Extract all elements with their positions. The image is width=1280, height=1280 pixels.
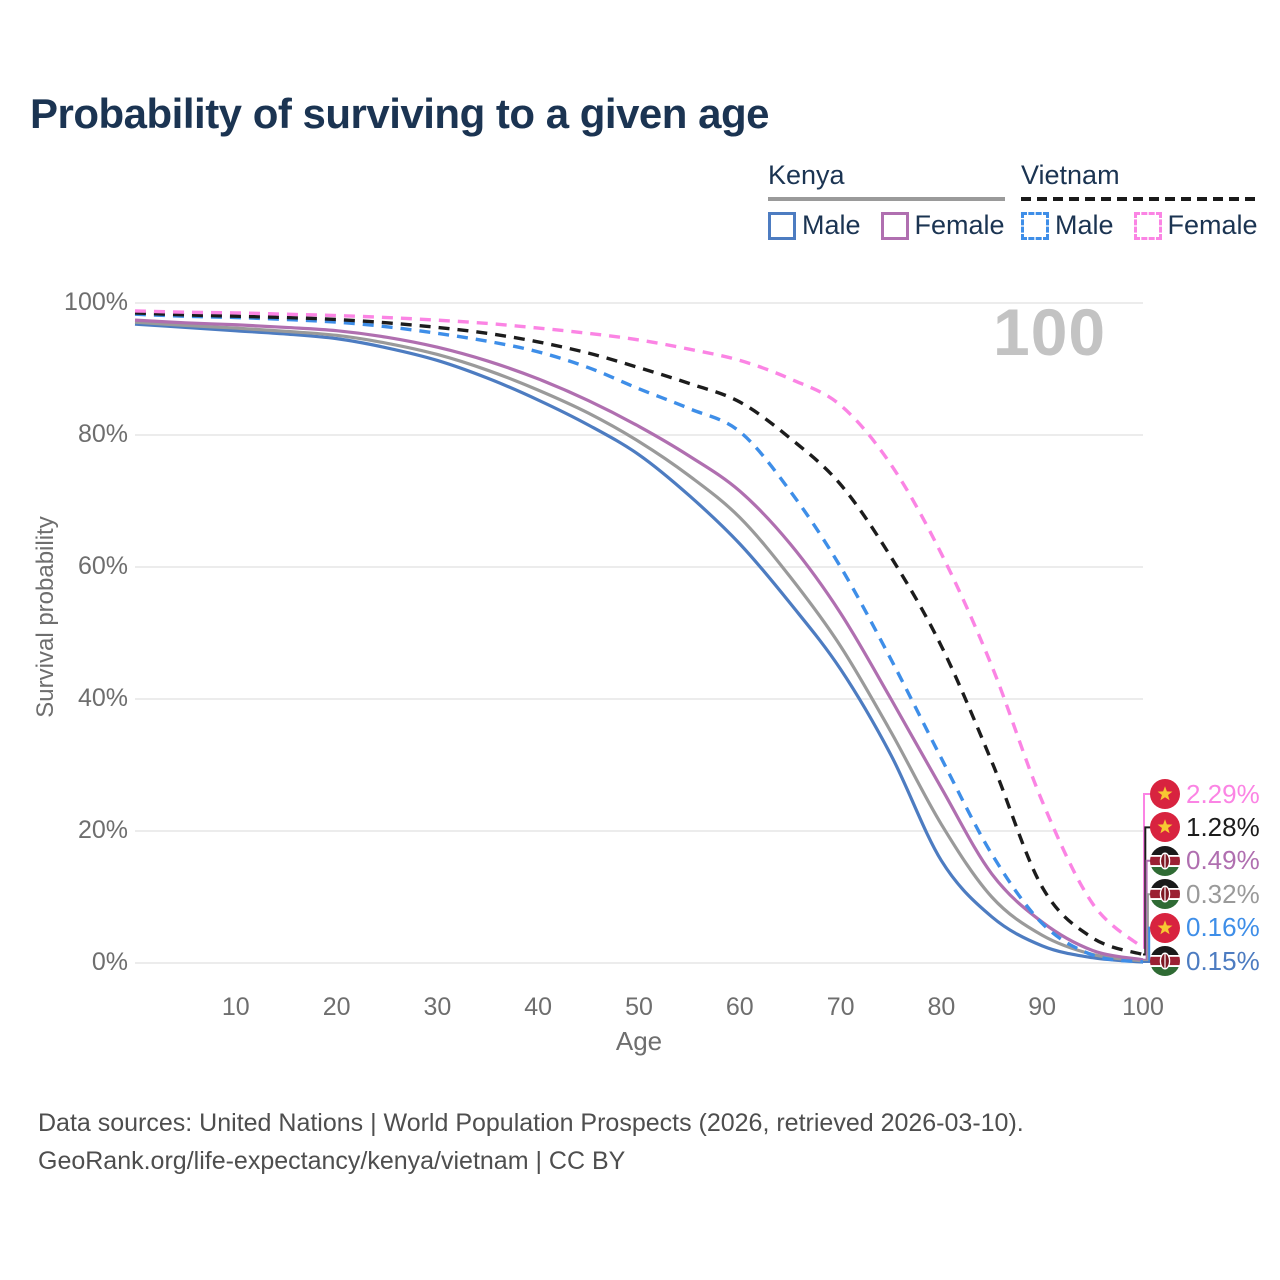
legend-item-vietnam-female[interactable]: Female [1133,210,1258,241]
legend-group-kenya: Kenya Male Female [768,160,1005,241]
vietnam-flag-icon [1150,812,1180,843]
kenya-male-swatch [768,211,796,240]
kenya-female-swatch [880,211,909,240]
end-label-vietnam-female: 2.29% [1150,778,1260,810]
curve-vietnam-female[interactable] [134,309,1145,950]
end-label-connector [1143,793,1152,949]
curve-kenya[interactable] [134,320,1144,963]
kenya-flag-icon [1150,879,1180,910]
end-value-label: 0.16% [1186,912,1260,943]
curve-kenya-male[interactable] [134,322,1144,964]
end-label-kenya-male: 0.15% [1150,945,1260,977]
legend-item-label: Female [914,210,1005,240]
y-tick-label: 40% [77,684,128,712]
curve-vietnam[interactable] [134,311,1144,957]
page-title: Probability of surviving to a given age [30,90,769,137]
legend-item-vietnam-male[interactable]: Male [1021,210,1114,241]
y-tick-label: 20% [77,816,128,844]
legend-item-kenya-male[interactable]: Male [768,210,861,241]
end-value-label: 1.28% [1186,811,1260,842]
x-tick-label: 40 [524,993,553,1021]
y-tick-label: 0% [91,948,128,976]
end-value-label: 0.32% [1186,878,1260,909]
legend-item-label: Female [1167,210,1258,240]
kenya-flag-icon [1150,946,1180,976]
kenya-underline-swatch [768,197,1005,201]
vietnam-male-swatch [1021,211,1049,240]
vietnam-female-swatch [1133,211,1162,240]
curve-vietnam-male[interactable] [134,312,1144,964]
legend-item-label: Male [802,210,861,240]
vietnam-flag-icon [1150,779,1180,809]
footer-data-sources: Data sources: United Nations | World Pop… [38,1109,1024,1137]
end-label-kenya-female: 0.49% [1150,845,1260,877]
x-axis-title: Age [615,1026,663,1056]
end-label-kenya: 0.32% [1150,878,1260,910]
x-tick-label: 20 [322,993,351,1021]
hovered-age-watermark: 100 [993,295,1107,369]
end-label-connector [1143,859,1152,961]
legend-group-vietnam: Vietnam Male Female [1021,160,1258,241]
legend-country-vietnam[interactable]: Vietnam [1021,160,1120,190]
x-tick-label: 80 [927,993,956,1021]
x-tick-label: 60 [725,993,754,1021]
legend-item-kenya-female[interactable]: Female [880,210,1005,241]
x-tick-label: 50 [625,993,653,1021]
end-label-vietnam: 1.28% [1150,811,1260,843]
end-value-label: 2.29% [1186,778,1260,809]
vietnam-underline-swatch [1021,197,1258,201]
x-tick-label: 100 [1122,993,1164,1021]
footer: Data sources: United Nations | World Pop… [38,1104,1024,1180]
end-value-label: 0.15% [1186,945,1260,976]
end-value-label: 0.49% [1186,845,1260,876]
vietnam-flag-icon [1150,912,1180,943]
end-label-connector [1143,826,1152,956]
kenya-flag-icon [1150,845,1180,876]
x-tick-label: 30 [423,993,452,1021]
x-tick-label: 90 [1028,993,1057,1021]
end-label-connector [1143,893,1152,962]
footer-attribution-link[interactable]: GeoRank.org/life-expectancy/kenya/vietna… [38,1147,626,1175]
y-tick-label: 60% [77,552,128,580]
curve-kenya-female[interactable] [134,318,1144,962]
x-tick-label: 10 [221,993,250,1021]
y-tick-label: 80% [77,420,128,448]
x-tick-label: 70 [826,993,855,1021]
y-tick-label: 100% [64,288,128,316]
end-label-vietnam-male: 0.16% [1150,912,1260,944]
legend-country-kenya[interactable]: Kenya [768,160,845,190]
legend-item-label: Male [1055,210,1114,240]
